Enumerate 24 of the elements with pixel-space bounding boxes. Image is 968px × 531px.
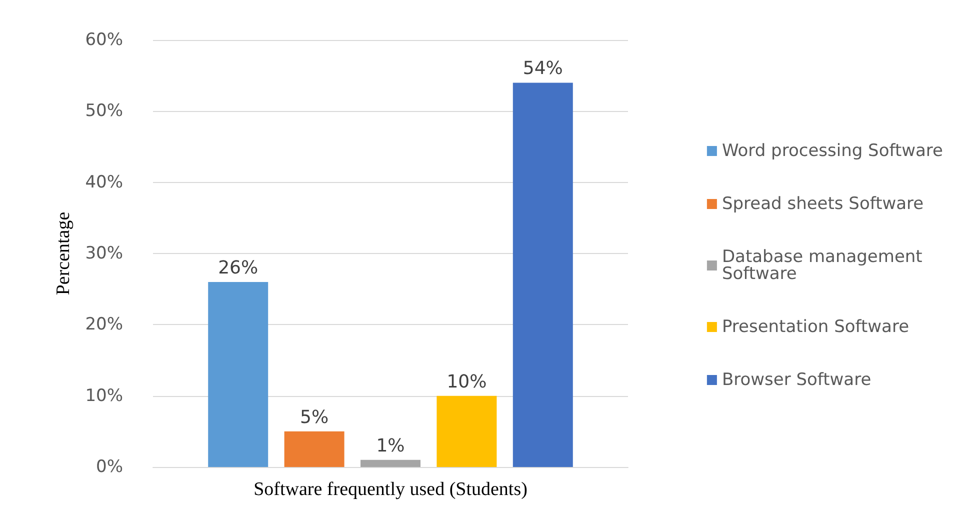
bar [436, 396, 497, 467]
data-label: 26% [218, 257, 258, 278]
legend-label: Browser Software [722, 370, 872, 390]
x-axis-title: Software frequently used (Students) [254, 478, 528, 500]
y-tick-label: 0% [96, 457, 123, 477]
legend-label: Database management Software [722, 247, 928, 284]
y-tick-label: 40% [85, 172, 123, 192]
legend-label: Word processing Software [722, 141, 944, 161]
y-tick-label: 50% [85, 101, 123, 122]
bar [360, 460, 420, 467]
bar [512, 82, 573, 467]
bar [284, 431, 344, 467]
y-tick-label: 10% [85, 386, 123, 406]
bar [208, 282, 268, 467]
data-label: 10% [446, 371, 487, 392]
y-tick-label: 30% [85, 244, 123, 264]
legend-label: Presentation Software [722, 317, 910, 337]
data-label: 1% [376, 435, 405, 456]
y-tick-label: 20% [85, 314, 123, 335]
legend-label: Spread sheets Software [722, 194, 924, 214]
data-label: 54% [522, 58, 563, 80]
data-label: 5% [300, 406, 329, 428]
y-tick-label: 60% [85, 30, 123, 50]
y-axis-title: Percentage [53, 212, 74, 296]
